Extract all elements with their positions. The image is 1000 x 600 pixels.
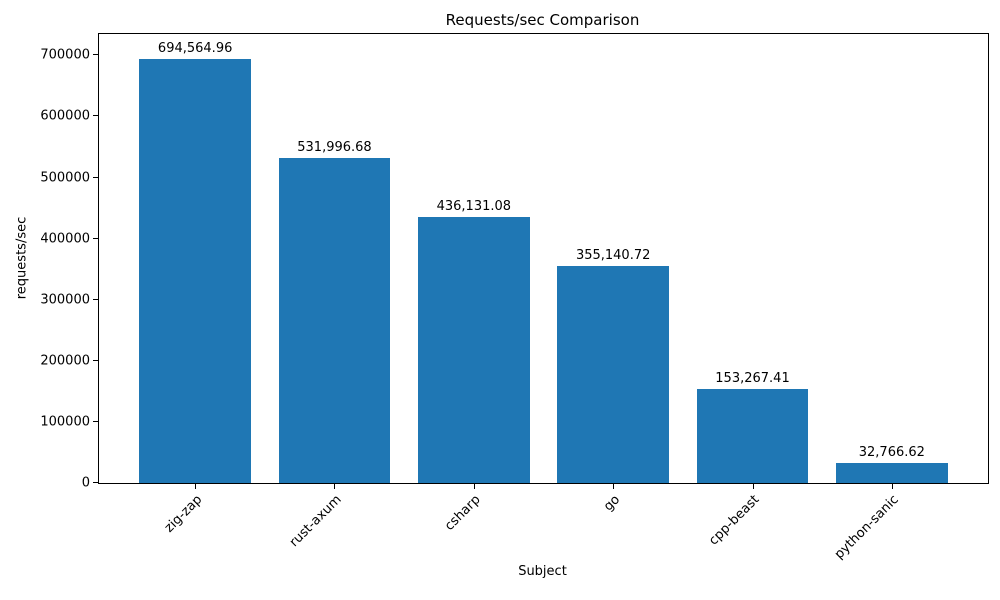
- bar-csharp: [418, 216, 530, 483]
- x-tick-mark: [334, 484, 336, 489]
- bar-value-label: 531,996.68: [297, 140, 372, 156]
- y-tick-label: 400000: [40, 231, 90, 247]
- bar-go: [557, 266, 669, 483]
- bar-value-label: 32,766.62: [858, 444, 925, 460]
- bar-rust-axum: [278, 158, 391, 483]
- x-tick-mark: [613, 484, 615, 489]
- y-tick-label: 0: [81, 475, 90, 491]
- bar-value-label: 694,564.96: [157, 40, 233, 56]
- bar-value-label: 153,267.41: [715, 371, 790, 387]
- bar-value-label: 436,131.08: [436, 198, 512, 214]
- y-tick-mark: [93, 298, 98, 300]
- y-tick-label: 100000: [40, 414, 90, 430]
- y-tick-mark: [93, 482, 98, 483]
- y-tick-label: 700000: [40, 47, 90, 63]
- y-tick-mark: [93, 237, 98, 239]
- y-tick-label: 500000: [40, 170, 90, 186]
- chart-title: Requests/sec Comparison: [445, 11, 640, 29]
- x-axis-label: Subject: [518, 564, 567, 579]
- bar-python-sanic: [836, 462, 948, 483]
- x-tick-mark: [473, 484, 475, 489]
- y-tick-mark: [93, 359, 98, 361]
- y-tick-label: 300000: [40, 292, 90, 308]
- y-tick-mark: [93, 115, 98, 117]
- bar-value-label: 355,140.72: [575, 248, 651, 264]
- y-tick-label: 200000: [40, 353, 90, 369]
- x-tick-label: rust-axum: [286, 492, 345, 551]
- plot-area: 0 100000 200000 300000 400000 500000 600000 700…: [40, 33, 989, 562]
- x-tick-mark: [891, 484, 893, 489]
- x-tick-label: cpp-beast: [706, 492, 763, 549]
- x-tick-mark: [752, 484, 754, 489]
- x-tick-label: go: [600, 492, 624, 515]
- x-tick-label: python-sanic: [831, 492, 902, 563]
- bar-zig-zap: [139, 58, 251, 483]
- x-tick-label: zig-zap: [161, 492, 206, 536]
- y-tick-mark: [93, 420, 98, 422]
- y-axis-label: requests/sec: [14, 216, 30, 300]
- y-tick-label: 600000: [40, 108, 90, 124]
- y-tick-mark: [93, 176, 98, 178]
- y-tick-mark: [93, 54, 98, 56]
- x-tick-label: csharp: [442, 492, 484, 534]
- bar-cpp-beast: [696, 389, 809, 483]
- x-tick-mark: [195, 484, 197, 489]
